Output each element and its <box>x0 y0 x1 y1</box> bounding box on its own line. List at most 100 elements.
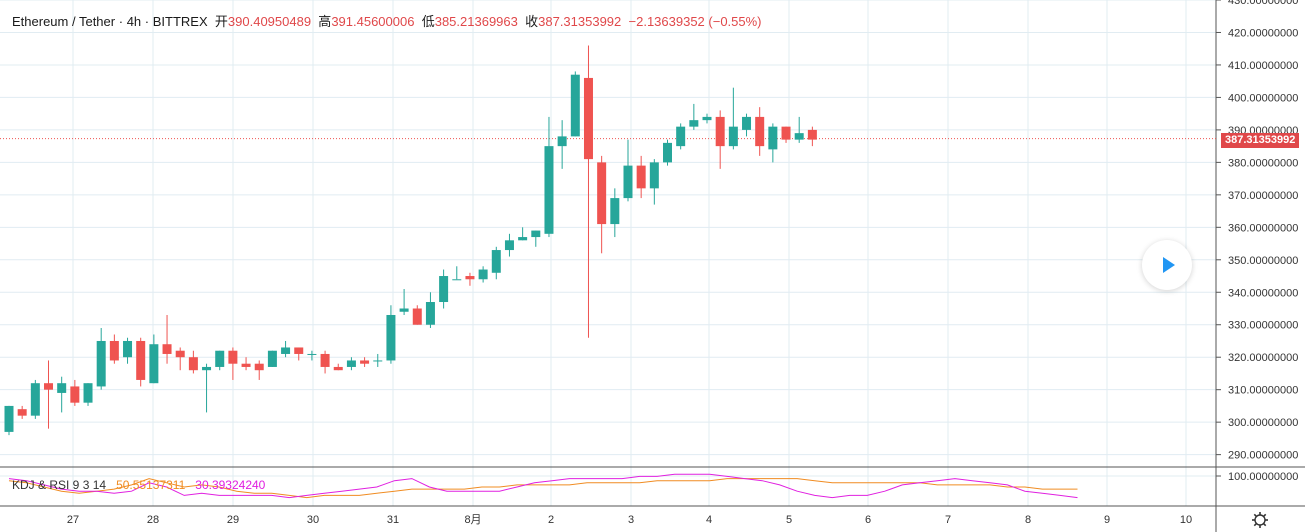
candle-body[interactable] <box>254 363 264 371</box>
price-tick-label: 400.00000000 <box>1228 92 1298 104</box>
candle-body[interactable] <box>623 165 633 199</box>
ohlc-header: Ethereum / Tether · 4h · BITTREX 开390.40… <box>12 11 762 30</box>
candle-body[interactable] <box>4 405 14 432</box>
indicator-d-value: 30.39324240 <box>195 478 266 492</box>
last-price-tag: 387.31353992 <box>1221 133 1300 148</box>
candle-body[interactable] <box>491 250 501 273</box>
candle-body[interactable] <box>689 120 699 127</box>
candle-body[interactable] <box>17 409 27 416</box>
candle-body[interactable] <box>228 350 238 364</box>
candle-body[interactable] <box>676 126 686 147</box>
candle-body[interactable] <box>663 142 672 163</box>
price-tick-label: 420.00000000 <box>1228 27 1298 39</box>
time-tick-label: 3 <box>628 514 634 526</box>
candle-body[interactable] <box>504 240 514 251</box>
candle-body[interactable] <box>215 350 225 367</box>
candle-body[interactable] <box>373 360 383 362</box>
time-tick-label: 8月 <box>464 514 481 526</box>
time-tick-label: 31 <box>387 514 399 526</box>
candle-body[interactable] <box>267 350 277 367</box>
candle-body[interactable] <box>294 347 304 354</box>
candle-body[interactable] <box>109 340 119 361</box>
change-value: −2.13639352 (−0.55%) <box>628 14 762 29</box>
candle-body[interactable] <box>123 340 133 358</box>
candle-body[interactable] <box>742 116 752 130</box>
open-label: 开 <box>214 14 228 29</box>
candle-body[interactable] <box>412 308 422 325</box>
candle-body[interactable] <box>610 198 620 225</box>
candle-body[interactable] <box>360 360 370 364</box>
candle-body[interactable] <box>557 136 567 147</box>
symbol-name[interactable]: Ethereum / Tether <box>12 14 116 29</box>
candle-body[interactable] <box>281 347 291 354</box>
indicator-k-value: 50.55137311 <box>116 478 186 492</box>
candle-body[interactable] <box>386 314 396 361</box>
high-label: 高 <box>318 14 332 29</box>
candles[interactable] <box>4 45 817 436</box>
candle-body[interactable] <box>70 386 80 403</box>
time-tick-label: 29 <box>227 514 239 526</box>
candle-body[interactable] <box>518 237 528 241</box>
price-tick-label: 410.00000000 <box>1228 60 1298 72</box>
time-axis[interactable]: 27 28 29 30 31 8月 2 3 4 5 6 7 8 9 10 <box>67 514 1192 526</box>
candle-body[interactable] <box>162 344 172 354</box>
interval[interactable]: 4h <box>126 14 142 29</box>
candle-body[interactable] <box>768 126 778 150</box>
price-tick-label: 290.00000000 <box>1228 450 1298 462</box>
candle-body[interactable] <box>439 276 449 303</box>
candle-body[interactable] <box>531 230 541 238</box>
candle-body[interactable] <box>57 383 67 393</box>
candle-body[interactable] <box>636 165 646 189</box>
candle-body[interactable] <box>96 340 106 387</box>
price-tick-label: 360.00000000 <box>1228 222 1298 234</box>
candle-body[interactable] <box>794 133 804 140</box>
candle-body[interactable] <box>30 383 40 416</box>
candle-body[interactable] <box>715 116 725 147</box>
candle-body[interactable] <box>346 360 356 367</box>
time-tick-label: 28 <box>147 514 159 526</box>
time-tick-label: 9 <box>1104 514 1110 526</box>
candle-body[interactable] <box>83 383 93 403</box>
candle-body[interactable] <box>136 340 146 380</box>
time-tick-label: 2 <box>548 514 554 526</box>
candle-body[interactable] <box>728 126 738 147</box>
candle-body[interactable] <box>175 350 185 358</box>
play-icon <box>1163 257 1175 273</box>
candle-body[interactable] <box>44 383 54 390</box>
candle-body[interactable] <box>399 308 409 312</box>
gear-icon[interactable] <box>1250 510 1270 530</box>
time-tick-label: 30 <box>307 514 319 526</box>
high-value: 391.45600006 <box>331 14 415 29</box>
price-tick-label: 300.00000000 <box>1228 417 1298 429</box>
candle-body[interactable] <box>583 77 593 160</box>
candle-body[interactable] <box>202 366 212 371</box>
price-axis[interactable]: 430.00000000 420.00000000 410.00000000 400.… <box>1216 0 1298 483</box>
indicator-name[interactable]: KDJ & RSI 9 3 14 <box>12 478 107 492</box>
time-tick-label: 27 <box>67 514 79 526</box>
price-tick-label: 370.00000000 <box>1228 190 1298 202</box>
time-tick-label: 4 <box>706 514 712 526</box>
candle-body[interactable] <box>649 162 659 189</box>
candle-body[interactable] <box>452 279 462 281</box>
candle-body[interactable] <box>465 276 475 280</box>
candle-body[interactable] <box>149 344 159 384</box>
candle-body[interactable] <box>755 116 765 147</box>
price-tick-label: 330.00000000 <box>1228 320 1298 332</box>
candle-body[interactable] <box>241 363 251 367</box>
candle-body[interactable] <box>307 353 317 355</box>
candle-body[interactable] <box>478 269 488 280</box>
price-tick-label: 320.00000000 <box>1228 352 1298 364</box>
candle-body[interactable] <box>425 302 435 325</box>
candle-body[interactable] <box>320 353 330 367</box>
candle-body[interactable] <box>781 126 791 140</box>
candle-body[interactable] <box>544 146 554 234</box>
candle-body[interactable] <box>807 129 817 140</box>
candle-body[interactable] <box>333 366 343 371</box>
candle-body[interactable] <box>597 162 607 225</box>
go-to-realtime-button[interactable] <box>1142 240 1192 290</box>
candle-body[interactable] <box>702 116 712 121</box>
candle-body[interactable] <box>188 357 198 371</box>
candle-body[interactable] <box>570 74 580 137</box>
